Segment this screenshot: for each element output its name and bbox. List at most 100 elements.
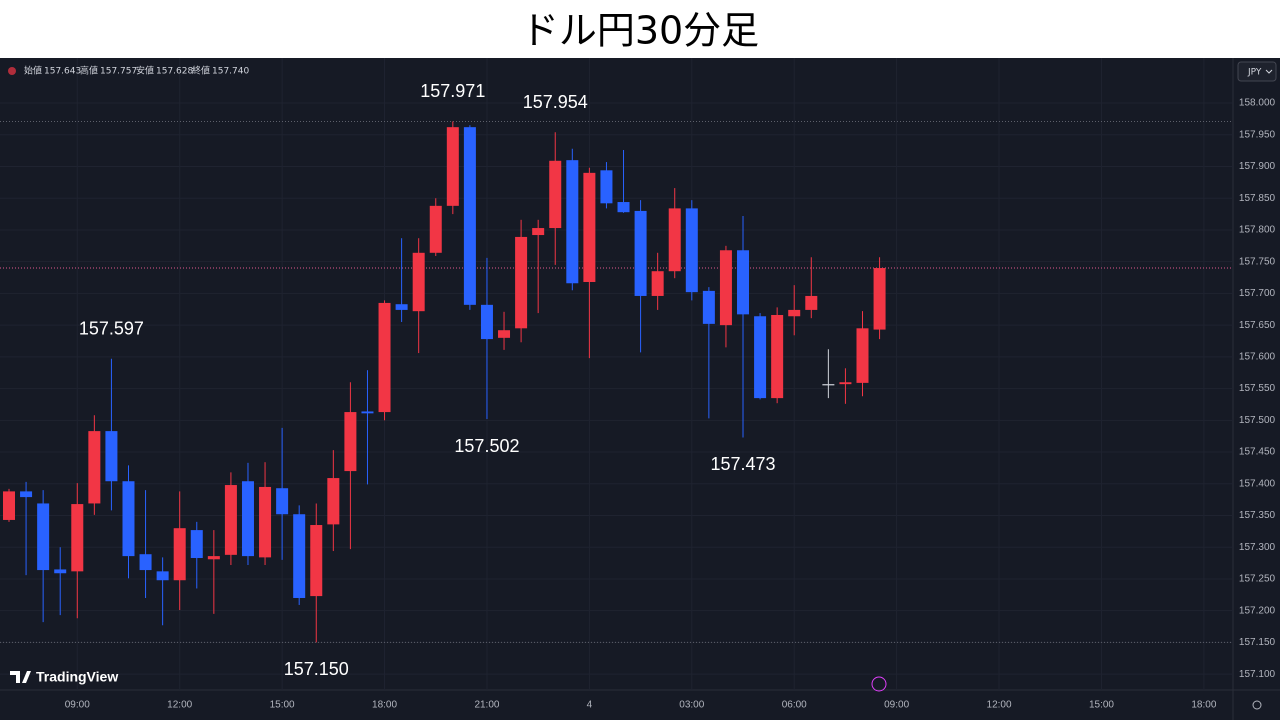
x-tick-label: 4 — [587, 700, 593, 711]
candle-body — [754, 316, 767, 399]
candle-body — [617, 202, 630, 213]
y-tick-label: 157.750 — [1239, 256, 1276, 267]
title-bar — [0, 0, 1280, 58]
legend-icon — [8, 67, 16, 75]
y-tick-label: 157.150 — [1239, 637, 1276, 648]
candle-body — [549, 160, 562, 229]
candle-body — [259, 486, 272, 558]
legend-value: 157.757 — [100, 67, 137, 77]
candle-body — [515, 236, 528, 329]
low-annotation: 157.473 — [710, 454, 775, 474]
x-tick-label: 03:00 — [679, 700, 704, 711]
candle-body — [651, 271, 664, 296]
candle-body — [668, 208, 681, 272]
brand-name: TradingView — [36, 669, 118, 685]
candle-body — [37, 503, 50, 571]
candle-body — [71, 504, 84, 572]
candle-body — [327, 478, 340, 525]
y-tick-label: 157.900 — [1239, 161, 1276, 172]
candle-body — [293, 514, 306, 598]
y-tick-label: 157.350 — [1239, 510, 1276, 521]
candle-body — [839, 382, 852, 385]
candle-body — [737, 250, 750, 315]
candle-body — [702, 290, 715, 324]
candle-body — [139, 554, 152, 571]
legend-value: 157.740 — [212, 67, 249, 77]
candle-body — [54, 569, 67, 574]
y-tick-label: 157.400 — [1239, 478, 1276, 489]
candle-body — [173, 528, 186, 581]
y-tick-label: 157.950 — [1239, 129, 1276, 140]
candle-body — [207, 556, 220, 560]
y-tick-label: 157.550 — [1239, 383, 1276, 394]
y-tick-label: 157.300 — [1239, 542, 1276, 553]
x-tick-label: 15:00 — [270, 700, 295, 711]
candle-body — [788, 309, 801, 317]
candle-body — [190, 530, 203, 559]
candle-body — [361, 411, 374, 414]
candle-body — [566, 160, 579, 284]
x-tick-label: 09:00 — [884, 700, 909, 711]
legend-value: 157.643 — [44, 67, 81, 77]
candle-body — [156, 571, 169, 581]
dropdown-arrow — [1265, 69, 1273, 74]
candle-body — [224, 485, 237, 555]
x-tick-label: 12:00 — [167, 700, 192, 711]
candle-body — [771, 314, 784, 399]
x-tick-label: 09:00 — [65, 700, 90, 711]
brand-logo — [10, 671, 31, 683]
candle-body — [873, 268, 886, 330]
y-tick-label: 158.000 — [1239, 98, 1276, 109]
x-tick-label: 15:00 — [1089, 700, 1114, 711]
y-tick-label: 157.250 — [1239, 574, 1276, 585]
candle-body — [412, 252, 425, 312]
candle-body — [3, 491, 15, 520]
x-tick-label: 06:00 — [782, 700, 807, 711]
candle-body — [395, 304, 408, 310]
candle-body — [600, 170, 613, 204]
candle-body — [429, 205, 442, 253]
candle-body — [463, 127, 476, 305]
high-annotation: 157.597 — [79, 319, 144, 339]
y-tick-label: 157.100 — [1239, 669, 1276, 680]
candle-body — [685, 208, 698, 293]
x-tick-label: 21:00 — [474, 700, 499, 711]
candle-body — [583, 172, 596, 282]
candle-body — [378, 302, 391, 413]
currency-button[interactable] — [1237, 61, 1277, 82]
candle-body — [446, 127, 459, 206]
legend-label: 始値 — [24, 65, 42, 77]
low-annotation: 157.502 — [454, 436, 519, 456]
x-tick-label: 12:00 — [987, 700, 1012, 711]
candle-body — [310, 525, 323, 597]
labels: 157.100 157.150 157.200 157.250 157.300 157.3… — [65, 81, 1276, 710]
y-tick-label: 157.500 — [1239, 415, 1276, 426]
legend-label: 安値 — [136, 65, 154, 77]
grid — [0, 58, 1233, 690]
candle-body — [88, 431, 101, 504]
candle-body — [344, 412, 357, 472]
candles — [3, 121, 886, 643]
candle-body — [822, 384, 835, 386]
y-tick-label: 157.200 — [1239, 605, 1276, 616]
candle-body — [805, 295, 818, 310]
candle-body — [20, 491, 33, 498]
alert-icon[interactable] — [871, 676, 887, 692]
legend-label: 終値 — [192, 65, 210, 77]
high-annotation: 157.954 — [523, 92, 588, 112]
x-tick-label: 18:00 — [1191, 700, 1216, 711]
candle-body — [105, 431, 118, 482]
x-tick-label: 18:00 — [372, 700, 397, 711]
candle-body — [276, 488, 289, 515]
candle-body — [532, 228, 545, 236]
high-annotation: 157.971 — [420, 81, 485, 101]
low-annotation: 157.150 — [284, 659, 349, 679]
candle-body — [480, 304, 493, 340]
y-tick-label: 157.650 — [1239, 320, 1276, 331]
y-tick-label: 157.450 — [1239, 447, 1276, 458]
candle-body — [634, 210, 647, 296]
settings-icon[interactable] — [1252, 700, 1262, 710]
